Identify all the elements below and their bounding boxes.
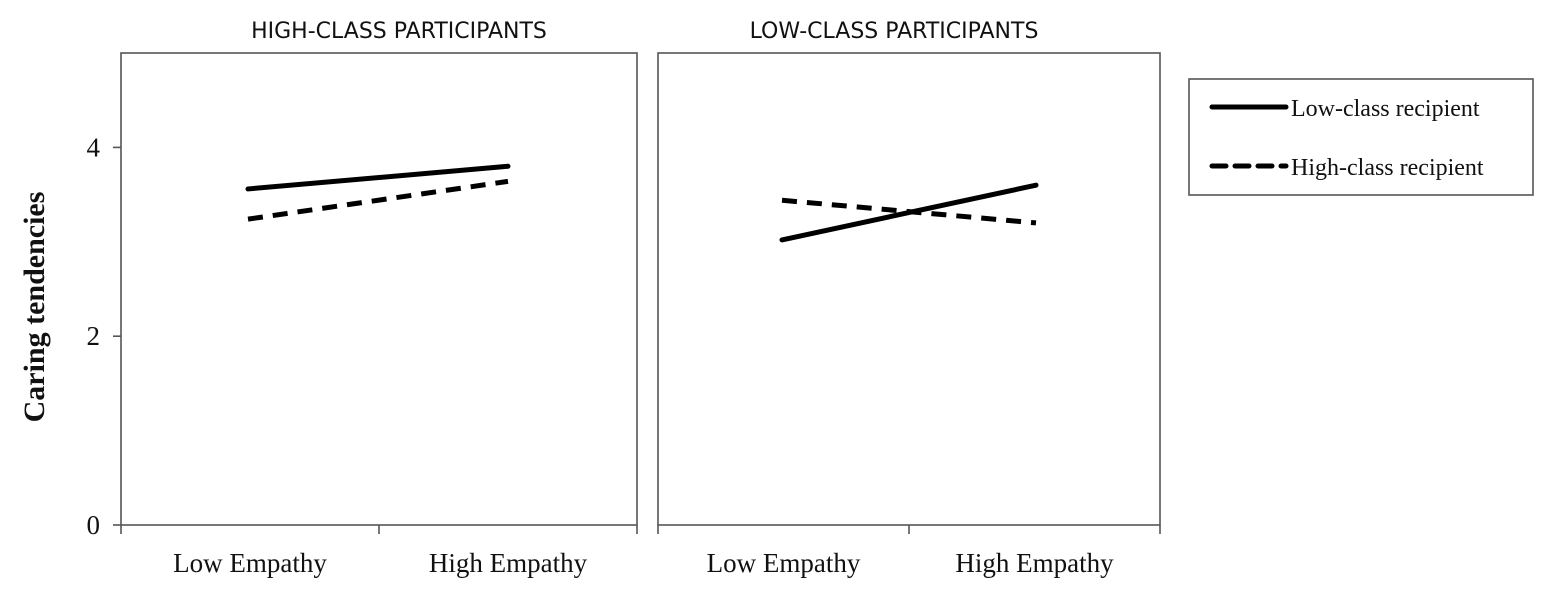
x-tick-labels: Low Empathy High Empathy (173, 548, 587, 578)
panel-high-class-participants: HIGH-CLASS PARTICIPANTS Low Empathy High … (120, 19, 638, 578)
series-lines (245, 163, 511, 222)
axis-ticks (657, 525, 1161, 534)
panel-title: HIGH-CLASS PARTICIPANTS (251, 19, 547, 44)
y-tick-label: 2 (87, 321, 101, 351)
plot-frame (120, 52, 638, 526)
y-tick-label: 4 (87, 132, 101, 162)
series-lines (779, 182, 1039, 243)
y-tick-labels: 0 2 4 (87, 132, 121, 540)
legend: Low-class recipient High-class recipient (1188, 78, 1534, 196)
legend-label-low-class-recipient: Low-class recipient (1291, 96, 1480, 122)
series-line-high-class-recipient (247, 178, 509, 222)
axis-ticks (120, 525, 638, 534)
legend-box (1188, 78, 1534, 196)
panel-title: LOW-CLASS PARTICIPANTS (750, 19, 1039, 44)
panel-low-class-participants: LOW-CLASS PARTICIPANTS Low Empathy High E… (657, 19, 1161, 578)
x-tick-label: High Empathy (955, 548, 1114, 578)
legend-label-high-class-recipient: High-class recipient (1291, 155, 1484, 181)
x-tick-labels: Low Empathy High Empathy (707, 548, 1114, 578)
plot-frame (657, 52, 1161, 526)
x-tick-label: Low Empathy (173, 548, 327, 578)
y-tick-label: 0 (87, 510, 101, 540)
x-tick-label: High Empathy (429, 548, 588, 578)
y-axis-title: Caring tendencies (18, 192, 51, 423)
series-line-high-class-recipient (781, 197, 1037, 226)
series-line-low-class-recipient (245, 163, 511, 192)
x-tick-label: Low Empathy (707, 548, 861, 578)
